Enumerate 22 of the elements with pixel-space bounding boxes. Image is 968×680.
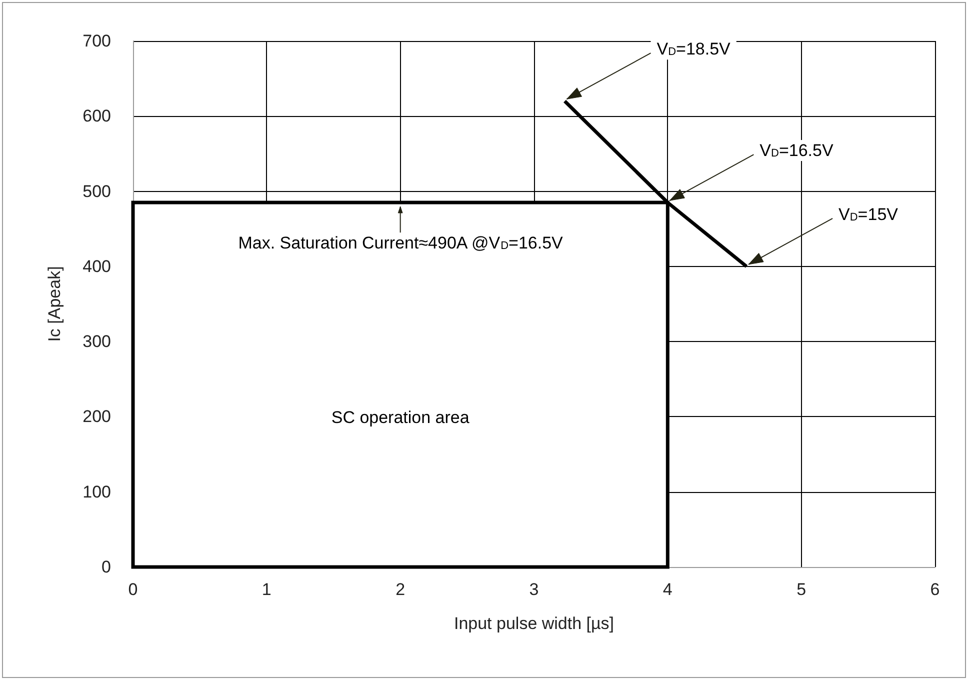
- annotation: SC operation area: [331, 408, 470, 428]
- y-tick-label: 500: [82, 182, 111, 201]
- y-tick-label: 0: [102, 558, 111, 576]
- y-tick-label: 700: [82, 32, 111, 50]
- x-tick-label: 2: [396, 580, 406, 599]
- x-tick-label: 6: [930, 580, 940, 599]
- x-tick-label: 0: [128, 580, 138, 599]
- annotation: VD=15V: [838, 204, 899, 224]
- annotation: VD=18.5V: [656, 40, 732, 59]
- y-tick-label: 300: [82, 332, 111, 352]
- y-axis-title: Ic [Apeak]: [45, 266, 64, 342]
- annotation: VD=16.5V: [760, 141, 834, 160]
- x-tick-label: 3: [529, 580, 539, 599]
- y-tick-label: 600: [82, 106, 111, 126]
- y-tick-label: 400: [82, 256, 111, 276]
- y-tick-label: 100: [82, 482, 111, 502]
- x-tick-label: 5: [796, 580, 806, 599]
- annotation: Max. Saturation Current≈490A @VD=16.5V: [238, 234, 564, 253]
- x-tick-label: 4: [662, 580, 672, 599]
- x-axis-title: Input pulse width [µs]: [454, 614, 614, 633]
- x-tick-label: 1: [262, 580, 272, 599]
- y-tick-label: 200: [82, 407, 111, 426]
